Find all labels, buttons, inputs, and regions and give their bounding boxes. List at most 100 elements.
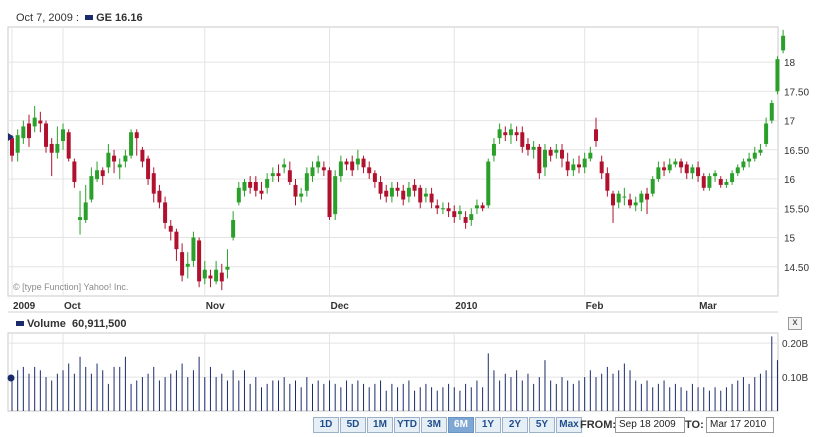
candle-body: [225, 266, 230, 270]
candle-body: [367, 167, 372, 174]
candle-body: [372, 173, 377, 182]
candle-body: [548, 149, 553, 156]
candle-body: [287, 170, 292, 182]
price-tick-label: 17: [784, 117, 796, 128]
candle-body: [253, 181, 258, 191]
candle-body: [406, 187, 411, 197]
candle-body: [361, 158, 366, 168]
range-button-2y[interactable]: 2Y: [502, 417, 528, 433]
candle-body: [469, 214, 474, 220]
price-panel-frame: [7, 26, 779, 297]
date-tick-label: Dec: [331, 301, 350, 312]
candle-body: [112, 155, 117, 162]
candle-body: [520, 132, 525, 147]
candles: [10, 29, 786, 291]
date-tick-label: Nov: [206, 301, 225, 312]
candle-body: [321, 167, 326, 171]
candle-body: [741, 161, 746, 168]
range-button-5d[interactable]: 5D: [340, 417, 366, 433]
grid: [8, 27, 778, 411]
candle-body: [72, 161, 77, 182]
to-date-field[interactable]: Mar 17 2010: [706, 417, 774, 433]
candle-body: [412, 184, 417, 191]
candle-body: [531, 146, 536, 150]
range-selector: 1D 5D 1M YTD 3M 6M 1Y 2Y 5Y Max: [313, 417, 583, 433]
candle-body: [628, 199, 633, 206]
candle-body: [582, 158, 587, 168]
candle-body: [457, 211, 462, 215]
volume-tick-label: 0.20B: [782, 339, 808, 350]
candle-body: [537, 146, 542, 174]
candle-body: [134, 132, 139, 139]
candle-body: [491, 143, 496, 156]
from-label: FROM:: [580, 419, 617, 431]
candle-body: [418, 187, 423, 203]
candle-body: [146, 158, 151, 180]
price-tick-label: 17.50: [784, 87, 809, 98]
candle-body: [480, 205, 485, 209]
candle-body: [605, 173, 610, 191]
close-volume-button[interactable]: x: [788, 317, 802, 330]
candle-body: [429, 193, 434, 203]
volume-bars: [11, 336, 778, 411]
price-tick-label: 16: [784, 175, 796, 186]
candle-body: [679, 161, 684, 168]
candle-body: [645, 193, 650, 200]
candle-body: [684, 164, 689, 174]
range-button-ytd[interactable]: YTD: [394, 417, 420, 433]
candle-body: [38, 120, 43, 124]
range-button-3m[interactable]: 3M: [421, 417, 447, 433]
candle-body: [594, 129, 599, 142]
range-button-max[interactable]: Max: [556, 417, 582, 433]
candle-body: [32, 117, 37, 127]
candle-body: [248, 181, 253, 188]
candle-body: [270, 173, 275, 177]
candle-body: [735, 167, 740, 174]
range-button-5y[interactable]: 5Y: [529, 417, 555, 433]
candle-body: [310, 167, 315, 177]
candle-body: [378, 181, 383, 194]
candle-body: [474, 205, 479, 209]
candle-body: [701, 176, 706, 188]
range-button-1y[interactable]: 1Y: [475, 417, 501, 433]
date-tick-label: 2009: [13, 301, 36, 312]
candle-body: [752, 152, 757, 159]
candle-body: [259, 190, 264, 194]
candle-body: [514, 132, 519, 136]
candle-body: [21, 126, 26, 139]
range-button-1d[interactable]: 1D: [313, 417, 339, 433]
price-marker-icon: [8, 133, 14, 141]
candle-body: [577, 164, 581, 168]
candle-body: [10, 138, 14, 156]
from-date-field[interactable]: Sep 18 2009: [615, 417, 685, 433]
watermark: © [type Function] Yahoo! Inc.: [13, 282, 128, 292]
range-button-1m[interactable]: 1M: [367, 417, 393, 433]
candle-body: [508, 129, 513, 136]
range-button-6m[interactable]: 6M: [448, 417, 474, 433]
candle-body: [117, 164, 122, 168]
candle-body: [673, 161, 678, 165]
volume-value: 60,911,500: [72, 318, 127, 330]
candle-body: [486, 161, 491, 206]
candle-body: [231, 219, 236, 238]
date-axis: 2009 Oct Nov Dec 2010 Feb Mar: [13, 301, 717, 312]
candle-body: [157, 190, 162, 203]
candle-body: [191, 237, 196, 261]
candle-body: [696, 167, 701, 177]
candle-body: [781, 35, 786, 51]
candle-body: [440, 208, 445, 210]
candle-body: [395, 187, 400, 191]
volume-series-swatch: [16, 321, 24, 327]
candle-body: [446, 208, 451, 212]
candle-body: [435, 205, 440, 209]
candle-body: [140, 149, 145, 162]
candle-body: [236, 187, 241, 203]
candle-body: [355, 158, 360, 165]
candle-body: [769, 103, 774, 121]
candle-body: [401, 190, 406, 200]
candle-body: [55, 143, 60, 153]
date-tick-label: Feb: [586, 301, 604, 312]
candle-body: [764, 123, 769, 144]
price-tick-label: 16.50: [784, 146, 809, 157]
